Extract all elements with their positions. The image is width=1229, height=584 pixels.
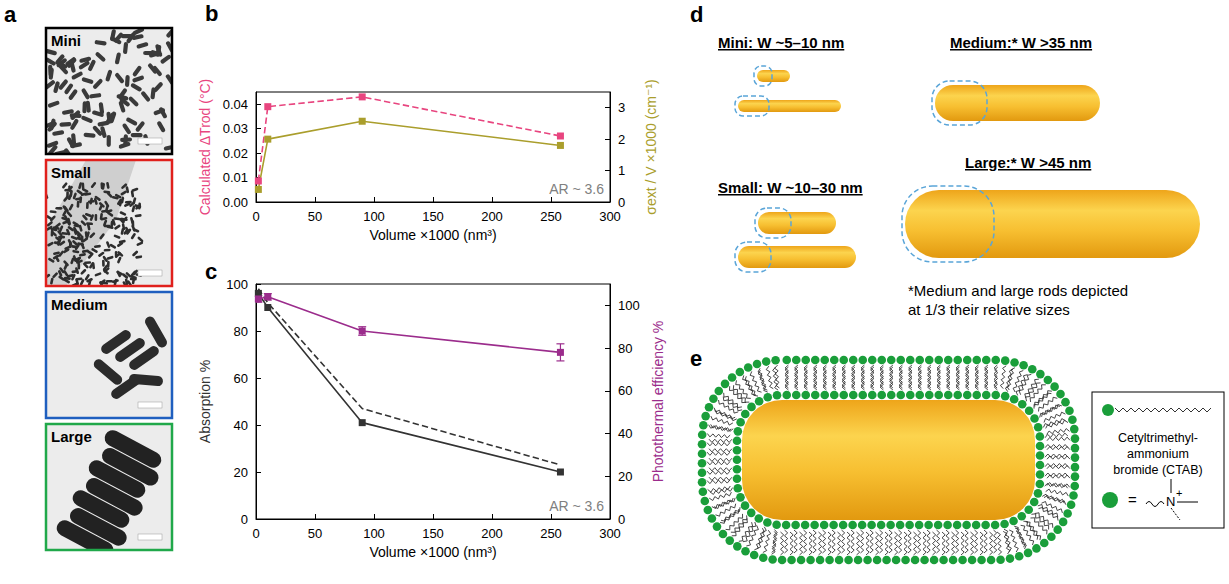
svg-text:b: b (205, 1, 218, 26)
svg-text:200: 200 (481, 526, 503, 541)
svg-text:+: + (1176, 487, 1182, 499)
svg-text:Volume ×1000 (nm³): Volume ×1000 (nm³) (369, 227, 496, 243)
svg-text:100: 100 (363, 209, 385, 224)
svg-text:Medium: Medium (51, 296, 108, 313)
svg-text:0.03: 0.03 (223, 121, 248, 136)
svg-text:50: 50 (308, 526, 322, 541)
svg-text:Medium:* W >35 nm: Medium:* W >35 nm (950, 34, 1092, 51)
svg-text:300: 300 (599, 209, 621, 224)
svg-text:0: 0 (241, 512, 248, 527)
svg-text:Photothermal efficiency %: Photothermal efficiency % (650, 321, 666, 483)
svg-text:0: 0 (618, 512, 625, 527)
svg-text:a: a (4, 2, 17, 27)
svg-text:100: 100 (363, 526, 385, 541)
svg-text:150: 150 (422, 209, 444, 224)
svg-text:60: 60 (234, 371, 248, 386)
svg-text:AR ~ 3.6: AR ~ 3.6 (549, 181, 604, 197)
svg-text:ammonium: ammonium (1127, 447, 1189, 461)
svg-text:Large:* W >45 nm: Large:* W >45 nm (965, 154, 1091, 171)
svg-text:d: d (690, 2, 703, 27)
svg-text:20: 20 (618, 469, 632, 484)
svg-text:Calculated ΔTrod (°C): Calculated ΔTrod (°C) (197, 79, 213, 216)
svg-text:1: 1 (618, 163, 625, 178)
svg-text:Large: Large (51, 428, 92, 445)
svg-text:0.00: 0.00 (223, 195, 248, 210)
svg-text:0: 0 (252, 526, 259, 541)
svg-text:0: 0 (252, 209, 259, 224)
svg-text:Volume ×1000 (nm³): Volume ×1000 (nm³) (369, 544, 496, 560)
svg-text:Cetyltrimethyl-: Cetyltrimethyl- (1118, 431, 1198, 445)
svg-text:40: 40 (234, 418, 248, 433)
svg-text:20: 20 (234, 465, 248, 480)
svg-text:200: 200 (481, 209, 503, 224)
svg-text:80: 80 (618, 341, 632, 356)
svg-text:*Medium and large rods depicte: *Medium and large rods depicted (908, 282, 1128, 299)
svg-text:e: e (690, 346, 702, 371)
svg-text:40: 40 (618, 426, 632, 441)
svg-text:AR ~ 3.6: AR ~ 3.6 (549, 498, 604, 514)
svg-text:250: 250 (540, 209, 562, 224)
svg-text:Mini: Mini (51, 32, 81, 49)
svg-text:50: 50 (308, 209, 322, 224)
svg-text:Small: Small (51, 164, 91, 181)
svg-text:c: c (205, 259, 217, 284)
svg-text:N: N (1166, 494, 1175, 509)
svg-text:bromide (CTAB): bromide (CTAB) (1113, 463, 1202, 477)
svg-text:0: 0 (618, 195, 625, 210)
svg-text:σext / V ×1000 (cm⁻¹): σext / V ×1000 (cm⁻¹) (643, 79, 659, 214)
svg-text:100: 100 (226, 277, 248, 292)
svg-text:at 1/3 their relative sizes: at 1/3 their relative sizes (908, 301, 1070, 318)
svg-text:0.01: 0.01 (223, 170, 248, 185)
svg-text:300: 300 (599, 526, 621, 541)
svg-text:3: 3 (618, 100, 625, 115)
svg-text:100: 100 (618, 298, 640, 313)
svg-text:Absorption %: Absorption % (197, 360, 213, 443)
svg-text:250: 250 (540, 526, 562, 541)
svg-text:Small: W ~10–30 nm: Small: W ~10–30 nm (718, 179, 863, 196)
svg-text:0.02: 0.02 (223, 146, 248, 161)
svg-text:150: 150 (422, 526, 444, 541)
svg-text:Mini: W ~5–10 nm: Mini: W ~5–10 nm (718, 34, 844, 51)
svg-text:60: 60 (618, 383, 632, 398)
svg-text:=: = (1128, 491, 1137, 508)
svg-text:80: 80 (234, 324, 248, 339)
svg-text:2: 2 (618, 132, 625, 147)
svg-text:0.04: 0.04 (223, 97, 248, 112)
